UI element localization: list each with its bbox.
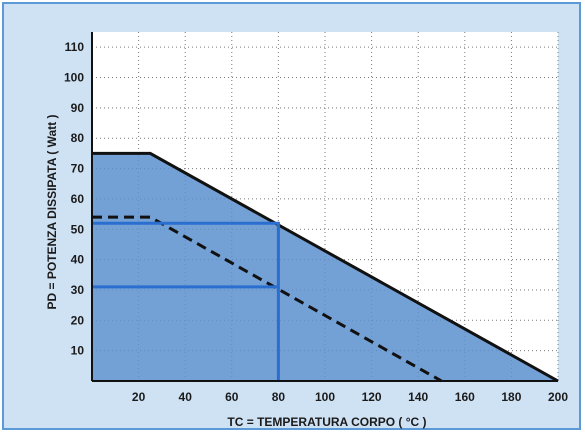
y-tick-label: 80 <box>71 131 85 145</box>
x-tick-label: 60 <box>225 390 239 404</box>
x-tick-label: 160 <box>455 390 475 404</box>
grid <box>92 32 559 381</box>
y-tick-label: 100 <box>64 71 84 85</box>
x-tick-label: 200 <box>548 390 568 404</box>
x-tick-label: 40 <box>179 390 193 404</box>
series-areas <box>92 153 558 381</box>
y-tick-label: 110 <box>65 40 85 54</box>
y-tick-label: 50 <box>71 222 85 236</box>
x-tick-label: 180 <box>501 390 521 404</box>
series-line-1 <box>92 215 443 383</box>
x-tick-label: 100 <box>315 390 335 404</box>
y-tick-label: 40 <box>71 253 85 267</box>
y-tick-label: 70 <box>71 162 85 176</box>
x-tick-label: 120 <box>362 390 382 404</box>
x-tick-labels: 20 40 60 80 100 120 140 160 180 200 <box>132 390 568 404</box>
reference-line-0 <box>92 221 280 381</box>
series-area-0 <box>92 153 558 381</box>
x-axis-label: TC = TEMPERATURA CORPO ( °C ) <box>227 415 426 429</box>
y-tick-labels: 10 20 30 40 50 60 70 80 90 100 110 <box>64 40 84 357</box>
x-tick-label: 20 <box>132 390 146 404</box>
reference-lines <box>92 221 280 381</box>
series-line-0 <box>92 151 559 383</box>
y-tick-label: 10 <box>71 344 85 358</box>
y-tick-label: 90 <box>71 101 85 115</box>
y-tick-label: 30 <box>71 283 85 297</box>
x-tick-label: 140 <box>408 390 428 404</box>
y-tick-label: 20 <box>71 313 85 327</box>
x-tick-label: 80 <box>272 390 286 404</box>
axes <box>91 32 558 382</box>
series-lines <box>92 151 559 383</box>
y-tick-label: 60 <box>71 192 85 206</box>
y-axis-label: PD = POTENZA DISSIPATA ( Watt ) <box>45 114 59 309</box>
